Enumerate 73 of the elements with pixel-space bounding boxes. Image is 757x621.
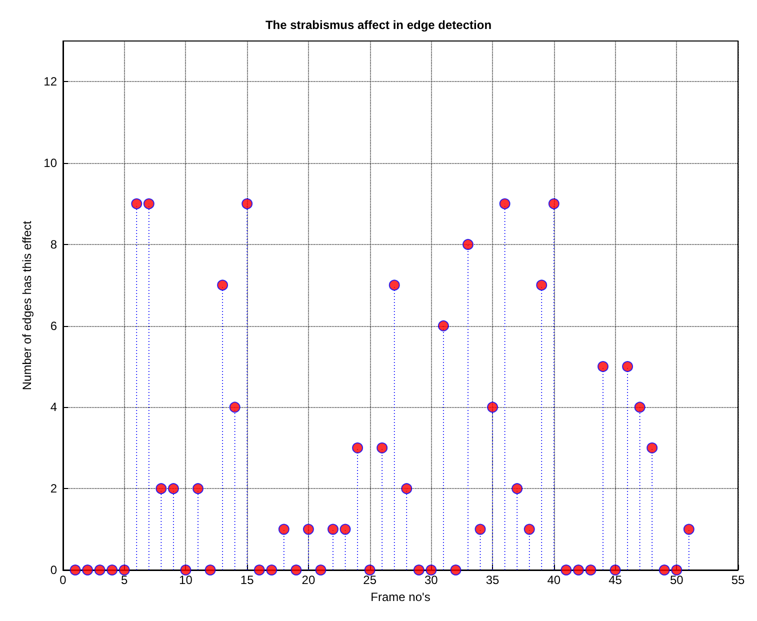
- point: [585, 564, 596, 576]
- y-tick-label: 12: [44, 74, 58, 89]
- point: [634, 402, 646, 413]
- x-tick-label: 40: [547, 573, 561, 587]
- point: [646, 442, 658, 454]
- y-tick-label: 8: [50, 237, 58, 252]
- x-tick-label: 45: [608, 573, 622, 587]
- point: [560, 564, 572, 576]
- x-tick-label: 10: [179, 573, 193, 587]
- point: [364, 564, 376, 576]
- point: [106, 564, 118, 576]
- chart-title: The strabismus affect in edge detection: [265, 18, 492, 32]
- point: [168, 483, 179, 494]
- x-tick-label: 50: [670, 573, 684, 587]
- point: [487, 402, 498, 413]
- x-tick-label: 25: [363, 573, 377, 587]
- point: [376, 442, 388, 454]
- x-tick-label: 5: [121, 573, 128, 587]
- point: [340, 524, 351, 535]
- point: [131, 198, 142, 210]
- point: [290, 564, 302, 576]
- point: [474, 524, 486, 535]
- point: [242, 198, 253, 210]
- y-tick-label: 0: [50, 563, 58, 577]
- y-tick-label: 4: [50, 400, 58, 414]
- point: [229, 402, 240, 413]
- point: [512, 483, 523, 494]
- point: [610, 564, 621, 576]
- x-axis-title: Frame no's: [370, 590, 430, 604]
- point: [82, 564, 94, 576]
- point: [524, 524, 535, 535]
- point: [94, 564, 106, 576]
- x-tick-label: 30: [424, 573, 438, 587]
- point: [671, 564, 682, 576]
- point: [328, 524, 338, 535]
- point: [315, 564, 326, 576]
- y-axis-title: Number of edges has this effect: [20, 220, 34, 390]
- point: [598, 361, 608, 372]
- point: [254, 564, 265, 576]
- point: [536, 280, 548, 291]
- point: [438, 320, 449, 332]
- point: [278, 524, 290, 535]
- point: [70, 564, 81, 576]
- y-tick-label: 2: [50, 482, 58, 496]
- point: [266, 564, 278, 576]
- point: [462, 238, 474, 250]
- point: [180, 564, 192, 576]
- point: [572, 564, 584, 576]
- point: [143, 198, 154, 210]
- point: [658, 564, 670, 576]
- y-tick-label: 10: [44, 156, 58, 170]
- point: [192, 483, 204, 494]
- point: [413, 564, 424, 576]
- point: [622, 361, 634, 372]
- point: [204, 564, 216, 576]
- point: [302, 524, 314, 535]
- x-tick-label: 35: [486, 573, 500, 587]
- x-tick-label: 55: [731, 573, 745, 587]
- point: [156, 483, 167, 494]
- x-tick-label: 20: [302, 573, 316, 587]
- x-tick-label: 0: [60, 573, 67, 587]
- point: [683, 524, 694, 535]
- point: [450, 564, 462, 576]
- point: [401, 483, 412, 494]
- point: [388, 280, 400, 291]
- point: [352, 442, 364, 454]
- point: [118, 564, 130, 576]
- x-tick-label: 15: [240, 573, 254, 587]
- point: [426, 564, 437, 576]
- y-tick-label: 6: [50, 318, 58, 333]
- point: [499, 198, 510, 210]
- point: [217, 280, 228, 291]
- point: [548, 198, 560, 210]
